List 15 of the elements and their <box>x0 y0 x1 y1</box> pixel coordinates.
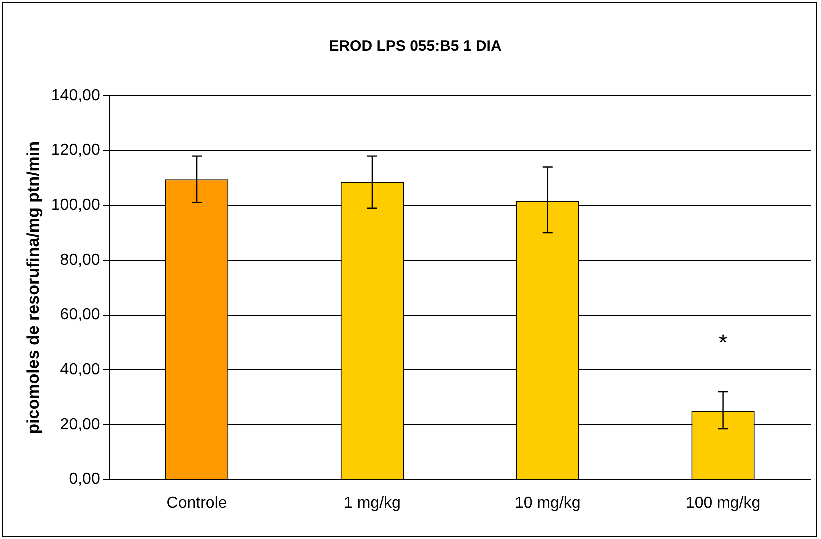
y-tick-label: 140,00 <box>51 87 100 104</box>
y-tick-label: 60,00 <box>60 306 100 324</box>
y-tick-label: 100,00 <box>51 197 100 214</box>
y-tick-label: 120,00 <box>51 142 100 160</box>
y-axis-title: picomoles de resorufina/mg ptn/min <box>24 141 43 434</box>
y-tick-label: 40,00 <box>60 362 100 379</box>
x-tick-label: 10 mg/kg <box>514 494 581 512</box>
x-tick-label: 1 mg/kg <box>344 494 401 512</box>
x-tick-label: Controle <box>166 494 228 512</box>
chart-title: EROD LPS 055:B5 1 DIA <box>329 38 502 56</box>
x-tick-label: 100 mg/kg <box>686 494 761 512</box>
annotation: * <box>719 330 728 356</box>
y-tick-label: 80,00 <box>60 252 100 269</box>
y-tick-label: 0,00 <box>69 471 100 488</box>
y-tick-label: 20,00 <box>60 416 100 434</box>
